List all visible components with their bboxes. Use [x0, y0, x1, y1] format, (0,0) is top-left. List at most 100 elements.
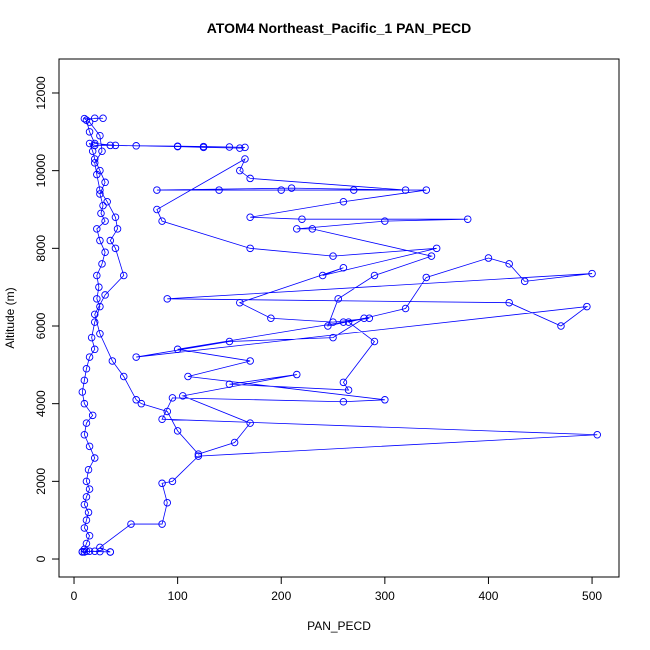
data-point — [173, 427, 182, 435]
data-point — [96, 302, 104, 311]
y-axis-label: Altitude (m) — [3, 287, 17, 348]
chart-title: ATOM4 Northeast_Pacific_1 PAN_PECD — [207, 20, 472, 36]
data-point — [422, 186, 431, 194]
data-point — [401, 304, 410, 313]
data-point — [97, 209, 105, 218]
data-point — [484, 254, 493, 262]
data-point — [80, 524, 89, 532]
data-point — [80, 376, 89, 385]
data-point — [236, 144, 244, 152]
data-point — [93, 295, 101, 303]
data-point — [80, 114, 89, 123]
data-point — [293, 370, 301, 379]
data-point — [84, 465, 93, 474]
data-point — [583, 302, 591, 311]
data-point — [132, 396, 140, 404]
data-point — [101, 291, 109, 299]
data-point — [101, 248, 109, 256]
data-point — [593, 430, 601, 439]
data-point — [163, 498, 172, 507]
data-point — [82, 419, 91, 427]
data-point — [236, 166, 244, 175]
data-point — [463, 215, 472, 223]
data-point — [339, 197, 348, 206]
data-point — [80, 500, 89, 509]
data-point — [318, 271, 327, 280]
data-point — [90, 310, 99, 319]
data-point — [78, 548, 87, 556]
data-point — [101, 178, 109, 187]
data-point — [93, 170, 101, 179]
data-point — [99, 114, 107, 122]
data-point — [293, 225, 301, 233]
data-point — [96, 236, 104, 245]
data-point — [246, 174, 254, 183]
data-point — [96, 330, 104, 338]
data-point — [93, 271, 101, 280]
data-point — [230, 438, 239, 447]
data-point — [111, 244, 120, 253]
data-point — [588, 269, 596, 278]
data-point — [370, 337, 379, 346]
x-tick-label: 400 — [478, 589, 498, 603]
data-point — [90, 547, 99, 556]
data-point — [85, 139, 94, 148]
data-point — [90, 454, 99, 462]
data-point — [339, 397, 348, 406]
data-point — [298, 215, 306, 223]
data-point — [370, 271, 379, 280]
data-point — [80, 430, 89, 439]
data-point — [95, 283, 103, 291]
data-point — [120, 372, 128, 381]
data-point — [90, 155, 99, 163]
data-point — [241, 155, 249, 163]
y-tick-label: 8000 — [34, 235, 48, 262]
data-point — [82, 493, 91, 501]
data-point — [401, 186, 410, 194]
data-point — [432, 244, 441, 253]
x-tick-label: 200 — [271, 589, 291, 603]
data-point — [199, 143, 208, 152]
data-point — [106, 141, 115, 150]
data-point — [287, 184, 296, 192]
data-point — [179, 392, 187, 400]
y-tick-label: 2000 — [34, 468, 48, 495]
data-point — [84, 508, 93, 517]
data-point — [85, 485, 94, 493]
data-point — [82, 516, 91, 524]
data-point — [194, 450, 203, 458]
data-point — [90, 159, 99, 167]
data-point — [96, 190, 104, 198]
data-point — [163, 407, 172, 416]
data-point — [158, 520, 166, 528]
data-point — [85, 128, 94, 136]
data-point — [520, 277, 529, 286]
data-point — [132, 142, 140, 150]
data-point — [173, 345, 182, 354]
data-point — [246, 357, 254, 365]
data-line — [81, 117, 598, 553]
data-point — [158, 415, 166, 423]
data-point — [158, 479, 166, 488]
data-point — [277, 186, 285, 194]
x-tick-label: 300 — [375, 589, 395, 603]
data-point — [505, 260, 513, 268]
data-point — [82, 477, 91, 486]
data-point — [111, 213, 120, 222]
data-point — [85, 442, 94, 451]
y-tick-label: 12000 — [34, 76, 48, 110]
y-tick-label: 4000 — [34, 390, 48, 417]
data-point — [365, 314, 374, 322]
data-point — [246, 244, 254, 253]
y-tick-label: 0 — [34, 555, 48, 562]
data-point — [324, 322, 332, 330]
data-point — [422, 273, 431, 282]
data-point — [557, 322, 565, 330]
data-point — [78, 388, 87, 396]
data-point — [168, 477, 177, 486]
data-point — [381, 396, 389, 404]
data-point — [225, 337, 234, 346]
data-point — [246, 419, 254, 427]
data-point — [82, 539, 91, 548]
